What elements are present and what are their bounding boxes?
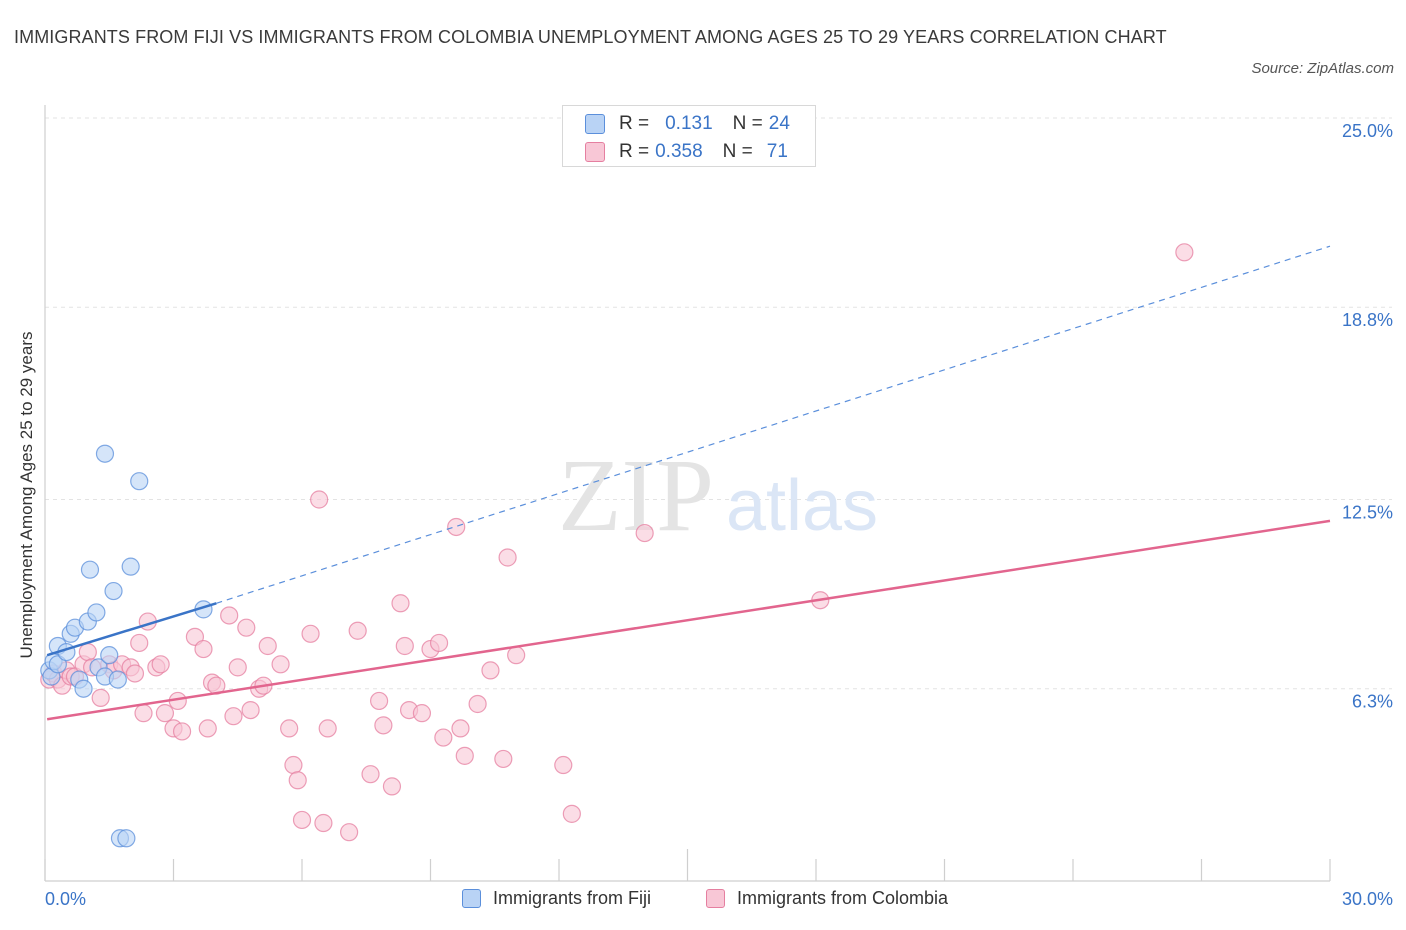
data-point[interactable] <box>481 661 500 680</box>
data-point[interactable] <box>80 560 100 579</box>
data-point[interactable] <box>507 646 526 665</box>
series-colombia <box>40 243 1194 842</box>
stats-row-colombia: R = 0.358 N = 71 <box>585 140 788 164</box>
data-point[interactable] <box>434 728 453 747</box>
n-label: N = <box>732 113 763 134</box>
data-point[interactable] <box>391 594 410 613</box>
data-point[interactable] <box>241 700 260 720</box>
data-point[interactable] <box>87 603 106 622</box>
data-point[interactable] <box>395 636 414 656</box>
data-point[interactable] <box>412 704 432 723</box>
legend-label-fiji: Immigrants from Fiji <box>493 888 652 908</box>
data-point[interactable] <box>237 618 256 637</box>
data-point[interactable] <box>91 688 110 707</box>
legend-swatch-colombia <box>706 889 725 908</box>
stats-row-fiji: R = 0.131 N = 24 <box>585 112 790 136</box>
data-point[interactable] <box>562 804 581 823</box>
data-point[interactable] <box>382 777 402 796</box>
data-point[interactable] <box>104 581 123 601</box>
data-point[interactable] <box>288 771 307 790</box>
data-point[interactable] <box>314 813 333 833</box>
data-point[interactable] <box>348 621 367 640</box>
colombia-swatch <box>585 142 605 162</box>
r-label: R = <box>619 141 650 162</box>
watermark-atlas: atlas <box>726 466 878 546</box>
series-fiji <box>40 444 213 848</box>
data-point[interactable] <box>151 655 170 674</box>
data-point[interactable] <box>554 755 573 775</box>
data-point[interactable] <box>224 707 243 726</box>
stats-legend: R = 0.131 N = 24 R = 0.358 N = 71 <box>562 105 816 167</box>
n-label: N = <box>722 141 753 162</box>
data-point[interactable] <box>74 679 93 698</box>
data-point[interactable] <box>194 639 213 659</box>
data-point[interactable] <box>130 472 149 491</box>
data-point[interactable] <box>198 719 217 738</box>
data-point[interactable] <box>280 719 299 738</box>
data-point[interactable] <box>155 704 175 723</box>
data-point[interactable] <box>455 746 474 765</box>
data-point[interactable] <box>447 517 466 537</box>
data-point[interactable] <box>374 716 393 735</box>
legend-item-colombia[interactable]: Immigrants from Colombia <box>706 888 948 909</box>
data-point[interactable] <box>292 810 312 830</box>
data-point[interactable] <box>220 606 239 625</box>
data-point[interactable] <box>494 749 513 769</box>
y-tick-label: 25.0% <box>1342 121 1393 141</box>
source-label: Source: ZipAtlas.com <box>1251 60 1394 77</box>
data-point[interactable] <box>117 829 136 848</box>
r-value: 0.131 <box>665 113 713 134</box>
fiji-swatch <box>585 114 605 134</box>
data-point[interactable] <box>318 719 337 738</box>
legend-item-fiji[interactable]: Immigrants from Fiji <box>462 888 651 909</box>
r-value: 0.358 <box>655 141 703 162</box>
trend-colombia <box>46 519 1331 721</box>
legend-swatch-fiji <box>462 889 481 908</box>
data-point[interactable] <box>228 658 247 677</box>
data-point[interactable] <box>284 755 303 775</box>
watermark: ZIP atlas <box>558 438 878 553</box>
data-point[interactable] <box>1175 243 1194 262</box>
data-point[interactable] <box>78 642 97 662</box>
data-point[interactable] <box>310 490 329 509</box>
data-point[interactable] <box>125 664 145 683</box>
data-point[interactable] <box>429 633 449 653</box>
data-point[interactable] <box>468 694 487 714</box>
data-point[interactable] <box>635 523 654 543</box>
data-point[interactable] <box>258 636 277 656</box>
data-point[interactable] <box>100 646 119 665</box>
legend-label-colombia: Immigrants from Colombia <box>737 888 949 908</box>
data-point[interactable] <box>361 765 380 784</box>
data-point[interactable] <box>498 548 517 567</box>
y-tick-label: 6.3% <box>1352 692 1393 712</box>
n-value: 71 <box>766 141 788 162</box>
data-point[interactable] <box>108 670 127 689</box>
y-tick-label: 18.8% <box>1342 310 1393 330</box>
data-point[interactable] <box>134 704 153 723</box>
legend: Immigrants from Fiji Immigrants from Col… <box>0 888 1406 916</box>
trend-fiji-extension <box>216 245 1331 604</box>
y-tick-label: 12.5% <box>1342 503 1393 523</box>
data-point[interactable] <box>340 823 359 842</box>
x-tick-min: 0.0% <box>45 889 87 909</box>
trend-fiji <box>46 602 217 657</box>
n-value: 24 <box>768 113 790 134</box>
data-point[interactable] <box>370 691 389 711</box>
x-tick-max: 30.0% <box>1341 889 1393 909</box>
r-label: R = <box>619 113 650 134</box>
data-point[interactable] <box>121 557 140 576</box>
data-point[interactable] <box>172 722 192 741</box>
chart-title: IMMIGRANTS FROM FIJI VS IMMIGRANTS FROM … <box>14 27 1167 47</box>
data-point[interactable] <box>95 444 115 463</box>
data-point[interactable] <box>271 655 290 674</box>
data-point[interactable] <box>130 633 149 653</box>
data-point[interactable] <box>451 719 470 738</box>
data-point[interactable] <box>301 624 320 643</box>
